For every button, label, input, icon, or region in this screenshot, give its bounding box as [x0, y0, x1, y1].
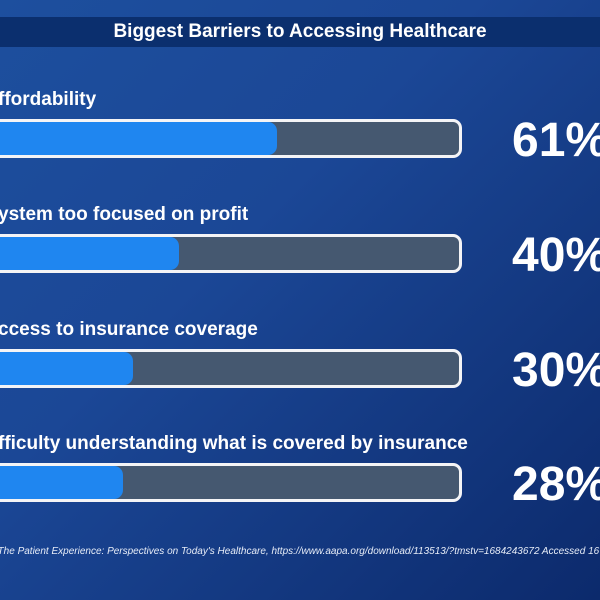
value-label-profit: 40%: [512, 229, 600, 282]
category-label-insurance-access: ccess to insurance coverage: [0, 319, 258, 340]
bar-track-coverage-understanding: [0, 463, 462, 502]
category-label-coverage-understanding: fficulty understanding what is covered b…: [0, 433, 468, 454]
value-label-coverage-understanding: 28%: [512, 458, 600, 511]
category-label-affordability: ffordability: [0, 89, 97, 110]
chart-title-text: Biggest Barriers to Accessing Healthcare: [113, 21, 487, 42]
bar-coverage-understanding: [0, 466, 124, 499]
bar-track-profit: [0, 234, 462, 273]
bar-profit: [0, 237, 180, 270]
chart-title: Biggest Barriers to Accessing Healthcare: [0, 17, 600, 47]
value-label-insurance-access: 30%: [512, 344, 600, 397]
bar-track-insurance-access: [0, 349, 462, 388]
bar-track-affordability: [0, 119, 462, 158]
category-label-profit: ystem too focused on profit: [0, 204, 249, 225]
source-citation: : The Patient Experience: Perspectives o…: [0, 546, 600, 557]
bar-affordability: [0, 122, 278, 155]
value-label-affordability: 61%: [512, 114, 600, 167]
bar-insurance-access: [0, 352, 133, 385]
